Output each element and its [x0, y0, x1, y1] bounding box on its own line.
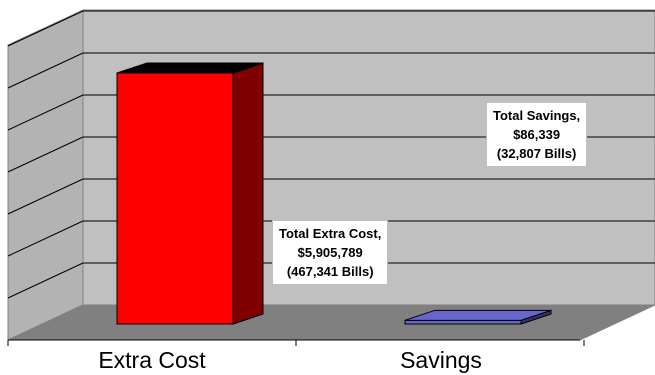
category-label: Savings [400, 347, 482, 373]
data-label-savings-line-1: Total Savings, [493, 108, 581, 123]
gridline-side [7, 262, 84, 299]
category-label: Extra Cost [98, 347, 206, 373]
floor [7, 304, 655, 341]
bar-extra-cost [116, 62, 264, 325]
category-labels: Extra Cost Savings [98, 347, 482, 373]
data-label-savings-line-3: (32,807 Bills) [496, 146, 577, 161]
data-label-savings-line-2: $86,339 [513, 127, 561, 142]
data-label-extra-cost: Total Extra Cost, $5,905,789 (467,341 Bi… [272, 220, 389, 285]
gridline-side [7, 220, 84, 257]
gridline-side [7, 136, 84, 173]
gridline-side [7, 94, 84, 131]
bar-top-face [116, 62, 264, 74]
axis-ticks [7, 339, 585, 346]
data-label-savings: Total Savings, $86,339 (32,807 Bills) [486, 102, 588, 167]
bar-side-face [232, 62, 264, 325]
gridline-side [7, 52, 84, 89]
gridline-side [7, 10, 84, 47]
gridline-side [7, 178, 84, 215]
bar-savings [404, 309, 552, 325]
bar-top-face [404, 309, 552, 321]
data-label-extra-cost-line-2: $5,905,789 [297, 245, 363, 260]
bars [116, 62, 552, 325]
bar-front-face [404, 319, 522, 325]
side-wall [7, 9, 84, 341]
bar-front-face [116, 72, 234, 325]
data-label-extra-cost-line-3: (467,341 Bills) [286, 264, 374, 279]
data-label-extra-cost-line-1: Total Extra Cost, [279, 226, 382, 241]
